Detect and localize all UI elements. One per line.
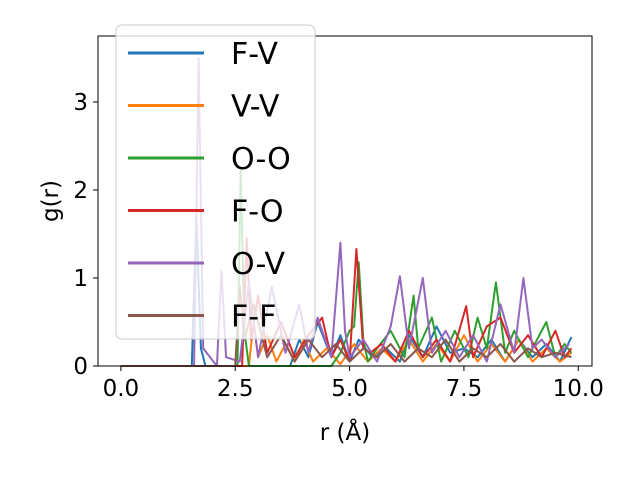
legend-label-v-v: V-V	[231, 90, 280, 125]
x-tick-label: 2.5	[217, 376, 254, 402]
x-tick-label: 5.0	[331, 376, 368, 402]
y-tick-label: 3	[73, 90, 88, 116]
x-axis-label: r (Å)	[320, 418, 370, 446]
legend-label-f-v: F-V	[231, 37, 278, 72]
plot-frame	[97, 35, 593, 367]
y-tick-label: 2	[73, 178, 88, 204]
y-axis-label: g(r)	[38, 180, 64, 222]
legend-label-f-f: F-F	[231, 300, 276, 335]
series-line-o-v	[120, 57, 570, 367]
x-tick-label: 7.5	[446, 376, 483, 402]
y-tick-label: 0	[73, 354, 88, 380]
x-tick-label: 0.0	[103, 376, 140, 402]
x-tick-label: 10.0	[553, 376, 604, 402]
series-line-o-o	[120, 167, 573, 367]
legend: F-V V-V O-O F-O O-V F-F	[115, 24, 316, 340]
y-tick-label: 1	[73, 266, 88, 292]
legend-box	[115, 24, 316, 340]
legend-label-f-o: F-O	[231, 195, 284, 230]
x-ticks: 0.0 2.5 5.0 7.5 10.0	[103, 366, 604, 402]
y-ticks: 0 1 2 3	[73, 90, 98, 380]
legend-label-o-o: O-O	[231, 142, 291, 177]
legend-label-o-v: O-V	[231, 247, 286, 282]
